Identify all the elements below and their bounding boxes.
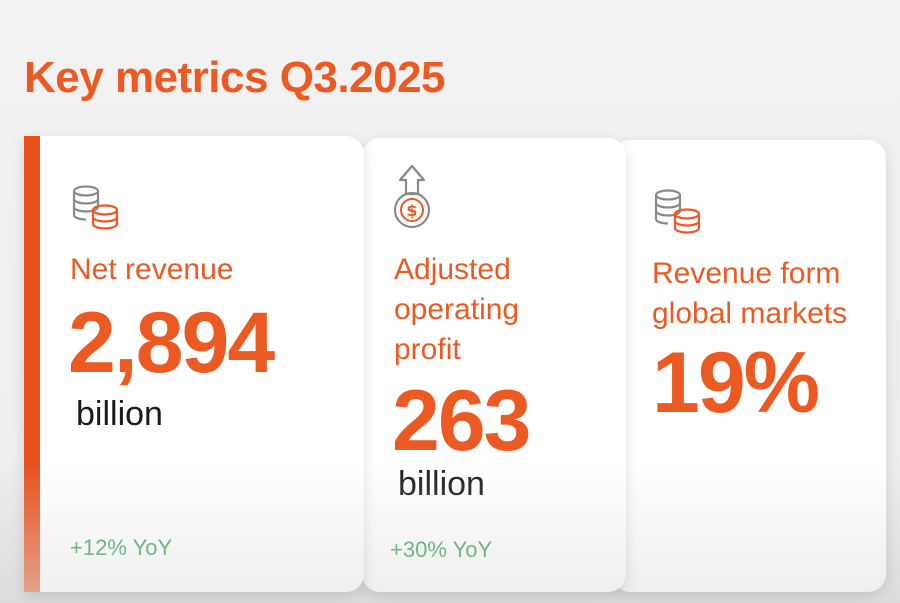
metric-label-line-2: global markets	[652, 297, 848, 330]
metric-value: 263	[392, 373, 531, 469]
metric-label: Net revenue	[70, 253, 234, 286]
metric-value: 19%	[652, 335, 820, 431]
metric-label-line-1: Revenue form	[652, 257, 841, 290]
metric-label-line-3: profit	[394, 333, 461, 366]
card-fade	[612, 462, 886, 592]
metric-label-line-1: Adjusted	[394, 253, 511, 286]
metric-unit: billion	[398, 465, 485, 503]
metric-value: 2,894	[68, 295, 275, 391]
coins-stack-icon	[70, 182, 126, 242]
accent-bar	[24, 136, 40, 592]
yoy-change: +30% YoY	[390, 537, 493, 562]
svg-text:$: $	[406, 201, 417, 220]
dollar-coin-up-arrow-icon: $	[390, 162, 446, 232]
page-title: Key metrics Q3.2025	[24, 53, 446, 102]
metric-card-operating-profit: $ Adjusted operating profit 263 billion …	[362, 138, 626, 592]
metric-card-global-markets: Revenue form global markets 19%	[612, 140, 886, 592]
metric-label-line-2: operating	[394, 293, 520, 326]
metric-unit: billion	[76, 395, 163, 433]
coins-stack-icon	[652, 186, 708, 246]
metric-card-net-revenue: Net revenue 2,894 billion +12% YoY	[24, 136, 364, 592]
card-fade	[24, 462, 364, 592]
yoy-change: +12% YoY	[70, 535, 173, 560]
